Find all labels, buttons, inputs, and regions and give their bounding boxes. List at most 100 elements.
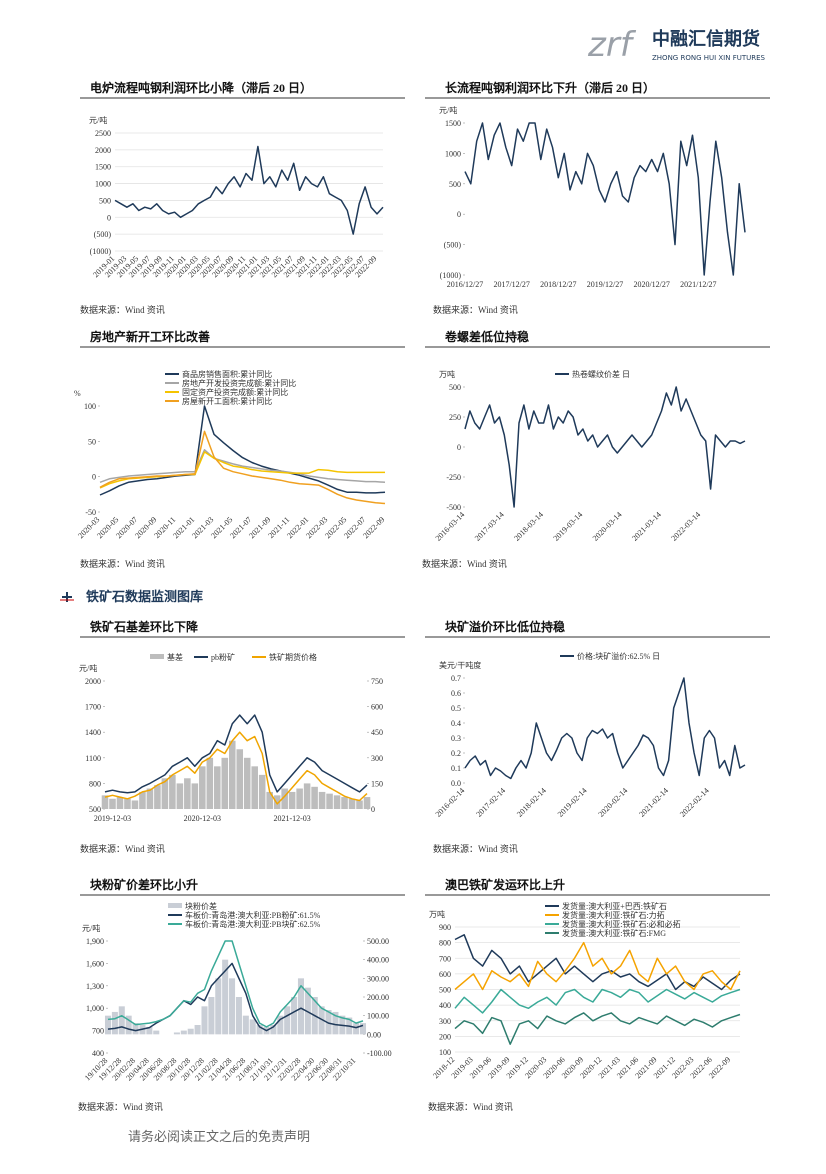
bar <box>281 788 288 809</box>
y-tick-label: 100 <box>84 402 96 411</box>
bar <box>132 1023 139 1035</box>
y-tick-label: 1500 <box>95 163 111 172</box>
y-tick-label: 1500 <box>445 119 461 128</box>
bar <box>353 1023 360 1035</box>
y-tick-label: 0.7 <box>451 674 461 683</box>
y-tick-label: 0.0 <box>451 779 461 788</box>
y-tick-label: 0.3 <box>451 734 461 743</box>
bar <box>109 798 116 809</box>
bar <box>228 740 236 809</box>
bar <box>359 1023 367 1035</box>
bar <box>104 1015 112 1035</box>
bar <box>332 1011 339 1035</box>
y-axis-unit: 元/吨 <box>89 115 107 125</box>
y-axis-unit: 美元/干吨度 <box>439 660 481 670</box>
bar <box>348 798 356 809</box>
bar <box>304 987 311 1035</box>
y-axis-unit: 元/吨 <box>79 663 97 673</box>
y-axis-unit: 万吨 <box>429 909 445 919</box>
y-axis-unit: 元/吨 <box>82 923 100 933</box>
y-tick-label: 0.1 <box>451 764 461 773</box>
bar <box>221 757 229 809</box>
bar <box>146 1026 153 1035</box>
legend-label: 基差 <box>167 652 183 662</box>
chart-title: 澳巴铁矿发运环比上升 <box>445 877 565 892</box>
legend-label: 商品房销售面积:累计同比 <box>182 369 272 379</box>
y2-tick-label: 100.00 <box>367 1012 389 1021</box>
x-tick-label: 2020-12-03 <box>184 814 221 823</box>
bar <box>161 778 169 809</box>
bar <box>176 783 184 809</box>
y-tick-label: 1,900 <box>86 937 104 946</box>
bar <box>242 1015 249 1035</box>
x-tick-label: 2020/12/27 <box>633 280 669 289</box>
bar <box>363 797 371 809</box>
bar <box>199 766 206 809</box>
bar <box>116 797 124 809</box>
bar <box>356 800 363 809</box>
y-tick-label: 1700 <box>85 703 101 712</box>
y-tick-label: 400 <box>439 1001 451 1010</box>
bar <box>303 783 311 809</box>
bar <box>111 1011 118 1035</box>
legend-label: pb粉矿 <box>211 652 235 662</box>
chart-title: 房地产新开工环比改善 <box>90 329 210 344</box>
y2-tick-label: 0.00 <box>367 1030 381 1039</box>
x-tick-label: 2017/12/27 <box>493 280 529 289</box>
series-line <box>454 988 741 1014</box>
legend-label: 车板价:青岛港:澳大利亚:PB粉矿:61.5% <box>185 910 321 920</box>
series-line <box>464 677 746 780</box>
y-tick-label: 200 <box>439 1032 451 1041</box>
bar <box>118 1006 125 1035</box>
y-tick-label: 0 <box>107 213 111 222</box>
y-tick-label: (500) <box>94 230 112 239</box>
x-tick-label: 2019/12/27 <box>587 280 623 289</box>
footer: 请务必阅读正文之后的免责声明 <box>128 1129 310 1144</box>
y-tick-label: 500 <box>89 805 101 814</box>
bar <box>288 791 296 809</box>
bar <box>229 978 236 1035</box>
chart-title: 块粉矿价差环比小升 <box>90 877 198 892</box>
y2-tick-label: 200.00 <box>367 993 389 1002</box>
y-tick-label: 500 <box>439 986 451 995</box>
series-line <box>464 122 746 276</box>
series-line <box>114 145 384 235</box>
y-tick-label: 50 <box>88 437 96 446</box>
legend-label: 固定资产投资完成额:累计同比 <box>182 387 288 397</box>
bar <box>326 793 333 809</box>
y-tick-label: 0 <box>92 473 96 482</box>
bar <box>284 1006 291 1035</box>
y-tick-label: 600 <box>439 970 451 979</box>
y-tick-label: 0.6 <box>451 689 461 698</box>
y2-tick-label: 0 <box>371 805 375 814</box>
y-tick-label: 300 <box>439 1017 451 1026</box>
bar <box>206 757 214 809</box>
y-tick-label: -500 <box>446 503 461 512</box>
bar <box>194 1025 201 1035</box>
y-tick-label: 100 <box>439 1048 451 1057</box>
y-tick-label: 1,000 <box>86 1004 104 1013</box>
bar <box>222 959 229 1035</box>
y2-tick-label: 600 <box>371 703 383 712</box>
y-tick-label: 0.2 <box>451 749 461 758</box>
bar <box>258 774 266 809</box>
series-line <box>99 405 386 496</box>
bar <box>333 795 341 809</box>
section-heading: 铁矿石数据监测图库 <box>85 589 203 604</box>
series-line <box>454 934 741 991</box>
y-tick-label: 700 <box>439 954 451 963</box>
series-line <box>99 430 386 505</box>
bar <box>180 1030 187 1035</box>
y-tick-label: 1000 <box>445 149 461 158</box>
y-tick-label: 700 <box>92 1027 104 1036</box>
y-tick-label: 0 <box>457 210 461 219</box>
chart-title: 长流程吨钢利润环比下升（滞后 20 日） <box>445 80 655 95</box>
y-tick-label: 800 <box>89 779 101 788</box>
series-line <box>107 962 364 1032</box>
legend-label: 发货量:澳大利亚:铁矿石:力拓 <box>562 910 665 920</box>
y2-tick-label: 450 <box>371 728 383 737</box>
y2-tick-label: -100.00 <box>367 1049 392 1058</box>
bar <box>187 1028 194 1035</box>
